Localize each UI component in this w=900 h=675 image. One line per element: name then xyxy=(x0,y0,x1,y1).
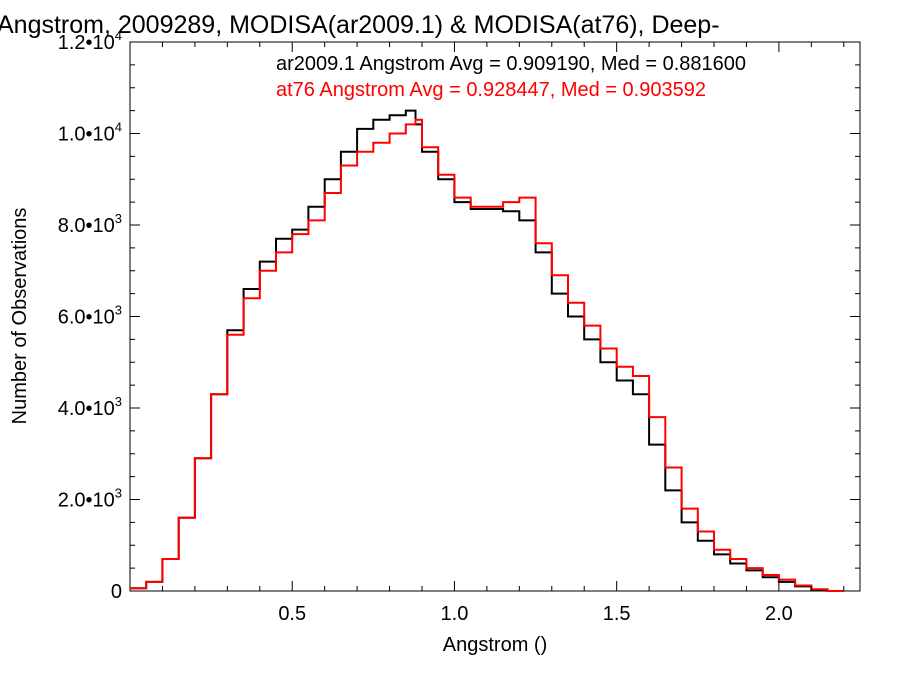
y-tick-label: 2.0•103 xyxy=(58,486,122,512)
chart-title: Angstrom, 2009289, MODISA(ar2009.1) & MO… xyxy=(0,11,720,39)
x-axis-label: Angstrom () xyxy=(443,634,547,656)
x-tick-label: 1.0 xyxy=(441,603,469,625)
y-axis-label: Number of Observations xyxy=(9,208,31,425)
x-tick-label: 2.0 xyxy=(765,603,793,625)
x-tick-label: 1.5 xyxy=(603,603,631,625)
y-tick-label: 1.0•104 xyxy=(58,120,122,146)
y-tick-label: 8.0•103 xyxy=(58,211,122,237)
legend-entry-series-2: at76 Angstrom Avg = 0.928447, Med = 0.90… xyxy=(276,79,706,101)
y-tick-label: 4.0•103 xyxy=(58,394,122,420)
tick-layer: 0.5 1.0 1.5 2.0 0 2.0•103 4.0•103 6.0•103 8.0•10… xyxy=(58,28,860,625)
y-tick-label: 1.2•104 xyxy=(58,28,122,54)
x-tick-label: 0.5 xyxy=(278,603,306,625)
series-2-line xyxy=(130,118,844,592)
series-layer xyxy=(130,109,844,592)
series-1-line xyxy=(130,109,844,592)
legend-entry-series-1: ar2009.1 Angstrom Avg = 0.909190, Med = … xyxy=(276,53,746,75)
y-tick-label: 0 xyxy=(111,581,122,603)
y-tick-label: 6.0•103 xyxy=(58,303,122,329)
